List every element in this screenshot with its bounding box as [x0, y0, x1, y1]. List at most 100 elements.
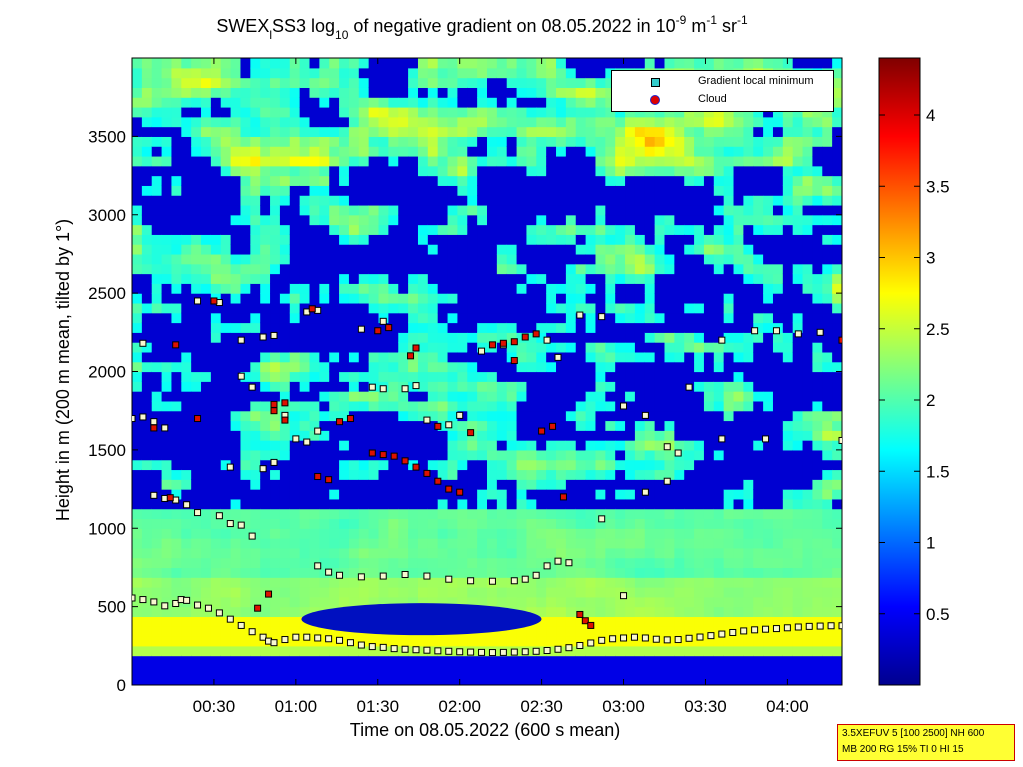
heatmap-cell [654, 234, 666, 245]
heatmap-cell [634, 479, 646, 490]
heatmap-cell [654, 400, 666, 412]
heatmap-cell [191, 420, 202, 431]
heatmap-cell [230, 587, 242, 598]
heatmap-cell [644, 234, 656, 245]
heatmap-cell [378, 67, 389, 79]
heatmap-cell [132, 606, 143, 618]
heatmap-cell [358, 185, 370, 196]
heatmap-cell [772, 489, 784, 500]
heatmap-cell [201, 498, 212, 510]
heatmap-cell [802, 283, 814, 294]
heatmap-cell [546, 469, 557, 480]
heatmap-cell [723, 508, 735, 520]
heatmap-cell [339, 332, 350, 343]
gradient-minimum-marker [674, 449, 682, 457]
heatmap-cell [447, 371, 459, 382]
gradient-minimum-marker [762, 625, 770, 633]
heatmap-cell [792, 106, 804, 118]
heatmap-cell [408, 655, 419, 667]
heatmap-cell [388, 655, 399, 667]
heatmap-cell [447, 58, 459, 69]
heatmap-cell [654, 283, 666, 294]
gradient-minimum-marker [132, 594, 136, 602]
heatmap-cell [279, 459, 291, 471]
heatmap-cell [437, 253, 449, 265]
heatmap-cell [546, 224, 557, 235]
heatmap-cell [457, 528, 468, 539]
heatmap-cell [151, 469, 163, 480]
heatmap-cell [171, 391, 182, 402]
heatmap-cell [546, 440, 557, 451]
heatmap-cell [378, 489, 389, 500]
heatmap-cell [723, 126, 735, 137]
cloud-marker [407, 352, 415, 360]
heatmap-cell [289, 498, 301, 510]
heatmap-cell [585, 655, 597, 667]
heatmap-cell [506, 322, 518, 333]
heatmap-cell [772, 381, 784, 392]
heatmap-cell [408, 263, 419, 275]
heatmap-cell [644, 528, 656, 539]
heatmap-cell [260, 645, 271, 657]
heatmap-cell [812, 459, 823, 471]
heatmap-cell [201, 557, 212, 569]
heatmap-cell [743, 587, 754, 598]
heatmap-cell [812, 165, 823, 177]
heatmap-cell [694, 234, 705, 245]
heatmap-cell [556, 391, 567, 402]
heatmap-cell [733, 498, 744, 510]
heatmap-cell [457, 332, 468, 343]
heatmap-cell [674, 381, 685, 392]
heatmap-cell [230, 636, 242, 647]
heatmap-cell [467, 293, 478, 304]
heatmap-cell [161, 58, 173, 69]
heatmap-cell [319, 440, 330, 451]
heatmap-cell [634, 224, 646, 235]
heatmap-cell [634, 302, 646, 314]
heatmap-cell [437, 567, 449, 578]
heatmap-cell [260, 302, 271, 314]
heatmap-cell [329, 77, 340, 88]
heatmap-cell [299, 636, 311, 647]
heatmap-cell [427, 645, 439, 657]
heatmap-cell [536, 146, 547, 157]
heatmap-cell [595, 155, 606, 167]
heatmap-cell [388, 430, 399, 441]
heatmap-cell [516, 567, 528, 578]
heatmap-cell [812, 636, 823, 647]
heatmap-cell [634, 273, 646, 284]
heatmap-cell [723, 577, 735, 588]
heatmap-cell [358, 469, 370, 480]
heatmap-cell [250, 136, 261, 147]
heatmap-cell [329, 538, 340, 549]
heatmap-cell [565, 204, 577, 216]
heatmap-cell [792, 469, 804, 480]
heatmap-cell [595, 577, 606, 588]
gradient-minimum-marker [379, 643, 387, 651]
heatmap-cell [289, 508, 301, 520]
heatmap-cell [220, 489, 232, 500]
heatmap-cell [684, 155, 695, 167]
heatmap-cell [319, 283, 330, 294]
heatmap-cell [723, 498, 735, 510]
heatmap-cell [546, 302, 557, 314]
heatmap-cell [427, 587, 439, 598]
heatmap-cell [812, 430, 823, 441]
heatmap-cell [634, 675, 646, 685]
heatmap-cell [368, 165, 380, 177]
heatmap-cell [477, 479, 488, 490]
heatmap-cell [625, 420, 636, 431]
heatmap-cell [772, 547, 784, 559]
heatmap-cell [210, 371, 222, 382]
heatmap-cell [694, 518, 705, 529]
heatmap-cell [585, 77, 597, 88]
heatmap-cell [674, 312, 685, 324]
heatmap-cell [329, 645, 340, 657]
heatmap-cell [684, 322, 695, 333]
heatmap-cell [132, 175, 143, 186]
heatmap-cell [348, 244, 360, 255]
heatmap-cell [279, 244, 291, 255]
heatmap-cell [388, 489, 399, 500]
heatmap-cell [417, 342, 429, 353]
heatmap-cell [684, 204, 695, 216]
